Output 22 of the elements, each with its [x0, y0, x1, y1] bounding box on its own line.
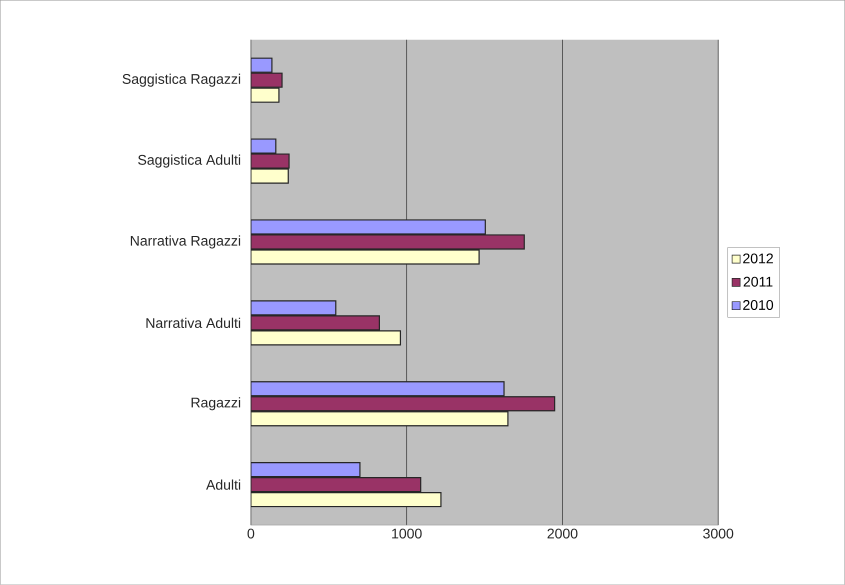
y-tick-label: Saggistica Ragazzi — [122, 74, 240, 87]
legend-label: 2012 — [743, 254, 773, 264]
bar — [250, 154, 290, 169]
y-tick-label: Adulti — [206, 480, 240, 490]
x-tick-label: 1000 — [392, 528, 422, 539]
legend-label: 2011 — [744, 276, 772, 287]
y-tick-label: Narrativa Ragazzi — [130, 236, 240, 249]
bar — [250, 462, 361, 478]
y-tick-label: Narrativa Adulti — [146, 318, 240, 328]
x-tick-label: 0 — [248, 528, 254, 539]
bar — [250, 234, 525, 250]
bar — [250, 492, 442, 508]
bar — [250, 249, 480, 265]
x-tick-label: 2000 — [548, 528, 578, 539]
bar — [250, 330, 402, 346]
bar — [250, 315, 380, 331]
legend-label: 2010 — [743, 300, 774, 310]
x-tick-label: 3000 — [703, 528, 734, 539]
bar — [250, 477, 422, 492]
bar — [250, 219, 486, 235]
y-tick-label: Saggistica Adulti — [138, 154, 240, 168]
y-tick-label: Ragazzi — [192, 397, 240, 410]
